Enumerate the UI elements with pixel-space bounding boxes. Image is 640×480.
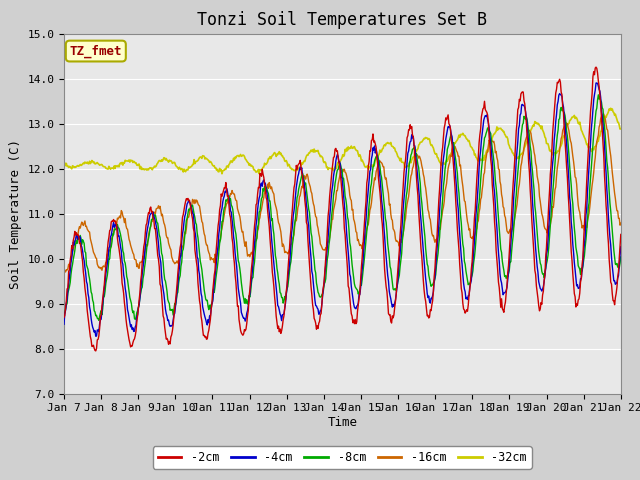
-32cm xyxy=(214,167,221,172)
-4cm xyxy=(92,334,100,339)
X-axis label: Time: Time xyxy=(328,416,357,429)
-32cm xyxy=(70,165,78,170)
Line: -8cm: -8cm xyxy=(64,95,621,320)
-4cm xyxy=(128,326,136,332)
-4cm xyxy=(60,322,68,327)
-4cm xyxy=(214,242,222,248)
-8cm xyxy=(70,252,78,258)
-8cm xyxy=(214,258,222,264)
-4cm xyxy=(411,143,419,149)
-16cm xyxy=(214,248,221,254)
Line: -4cm: -4cm xyxy=(64,83,621,336)
-8cm xyxy=(60,310,68,316)
-2cm xyxy=(617,231,625,237)
Y-axis label: Soil Temperature (C): Soil Temperature (C) xyxy=(9,139,22,288)
-32cm xyxy=(60,162,68,168)
-16cm xyxy=(426,216,434,222)
Text: TZ_fmet: TZ_fmet xyxy=(70,44,122,58)
-2cm xyxy=(128,343,136,349)
-32cm xyxy=(411,149,419,155)
-16cm xyxy=(617,220,625,226)
-8cm xyxy=(428,283,435,289)
-32cm xyxy=(218,171,226,177)
-4cm xyxy=(70,242,78,248)
-32cm xyxy=(184,167,192,173)
-4cm xyxy=(593,80,600,86)
-32cm xyxy=(617,126,625,132)
-16cm xyxy=(70,243,78,249)
-16cm xyxy=(600,111,607,117)
-8cm xyxy=(185,206,193,212)
-2cm xyxy=(70,234,78,240)
Legend: -2cm, -4cm, -8cm, -16cm, -32cm: -2cm, -4cm, -8cm, -16cm, -32cm xyxy=(153,446,532,469)
-4cm xyxy=(428,295,435,301)
Line: -16cm: -16cm xyxy=(64,114,621,272)
-2cm xyxy=(411,153,419,159)
-2cm xyxy=(214,223,222,228)
Line: -32cm: -32cm xyxy=(64,108,621,174)
-4cm xyxy=(617,244,625,250)
Title: Tonzi Soil Temperatures Set B: Tonzi Soil Temperatures Set B xyxy=(197,11,488,29)
-32cm xyxy=(428,143,435,148)
-16cm xyxy=(60,269,68,275)
-8cm xyxy=(128,307,136,312)
-8cm xyxy=(595,92,602,98)
-2cm xyxy=(60,314,68,320)
-8cm xyxy=(95,317,102,323)
-32cm xyxy=(127,158,135,164)
-2cm xyxy=(428,308,435,313)
-4cm xyxy=(185,197,193,203)
-8cm xyxy=(411,144,419,150)
-2cm xyxy=(185,198,193,204)
-32cm xyxy=(607,106,614,111)
-16cm xyxy=(127,245,135,251)
-2cm xyxy=(92,348,100,354)
Line: -2cm: -2cm xyxy=(64,67,621,351)
-8cm xyxy=(617,254,625,260)
-16cm xyxy=(410,159,418,165)
-16cm xyxy=(184,214,192,219)
-2cm xyxy=(592,64,600,70)
